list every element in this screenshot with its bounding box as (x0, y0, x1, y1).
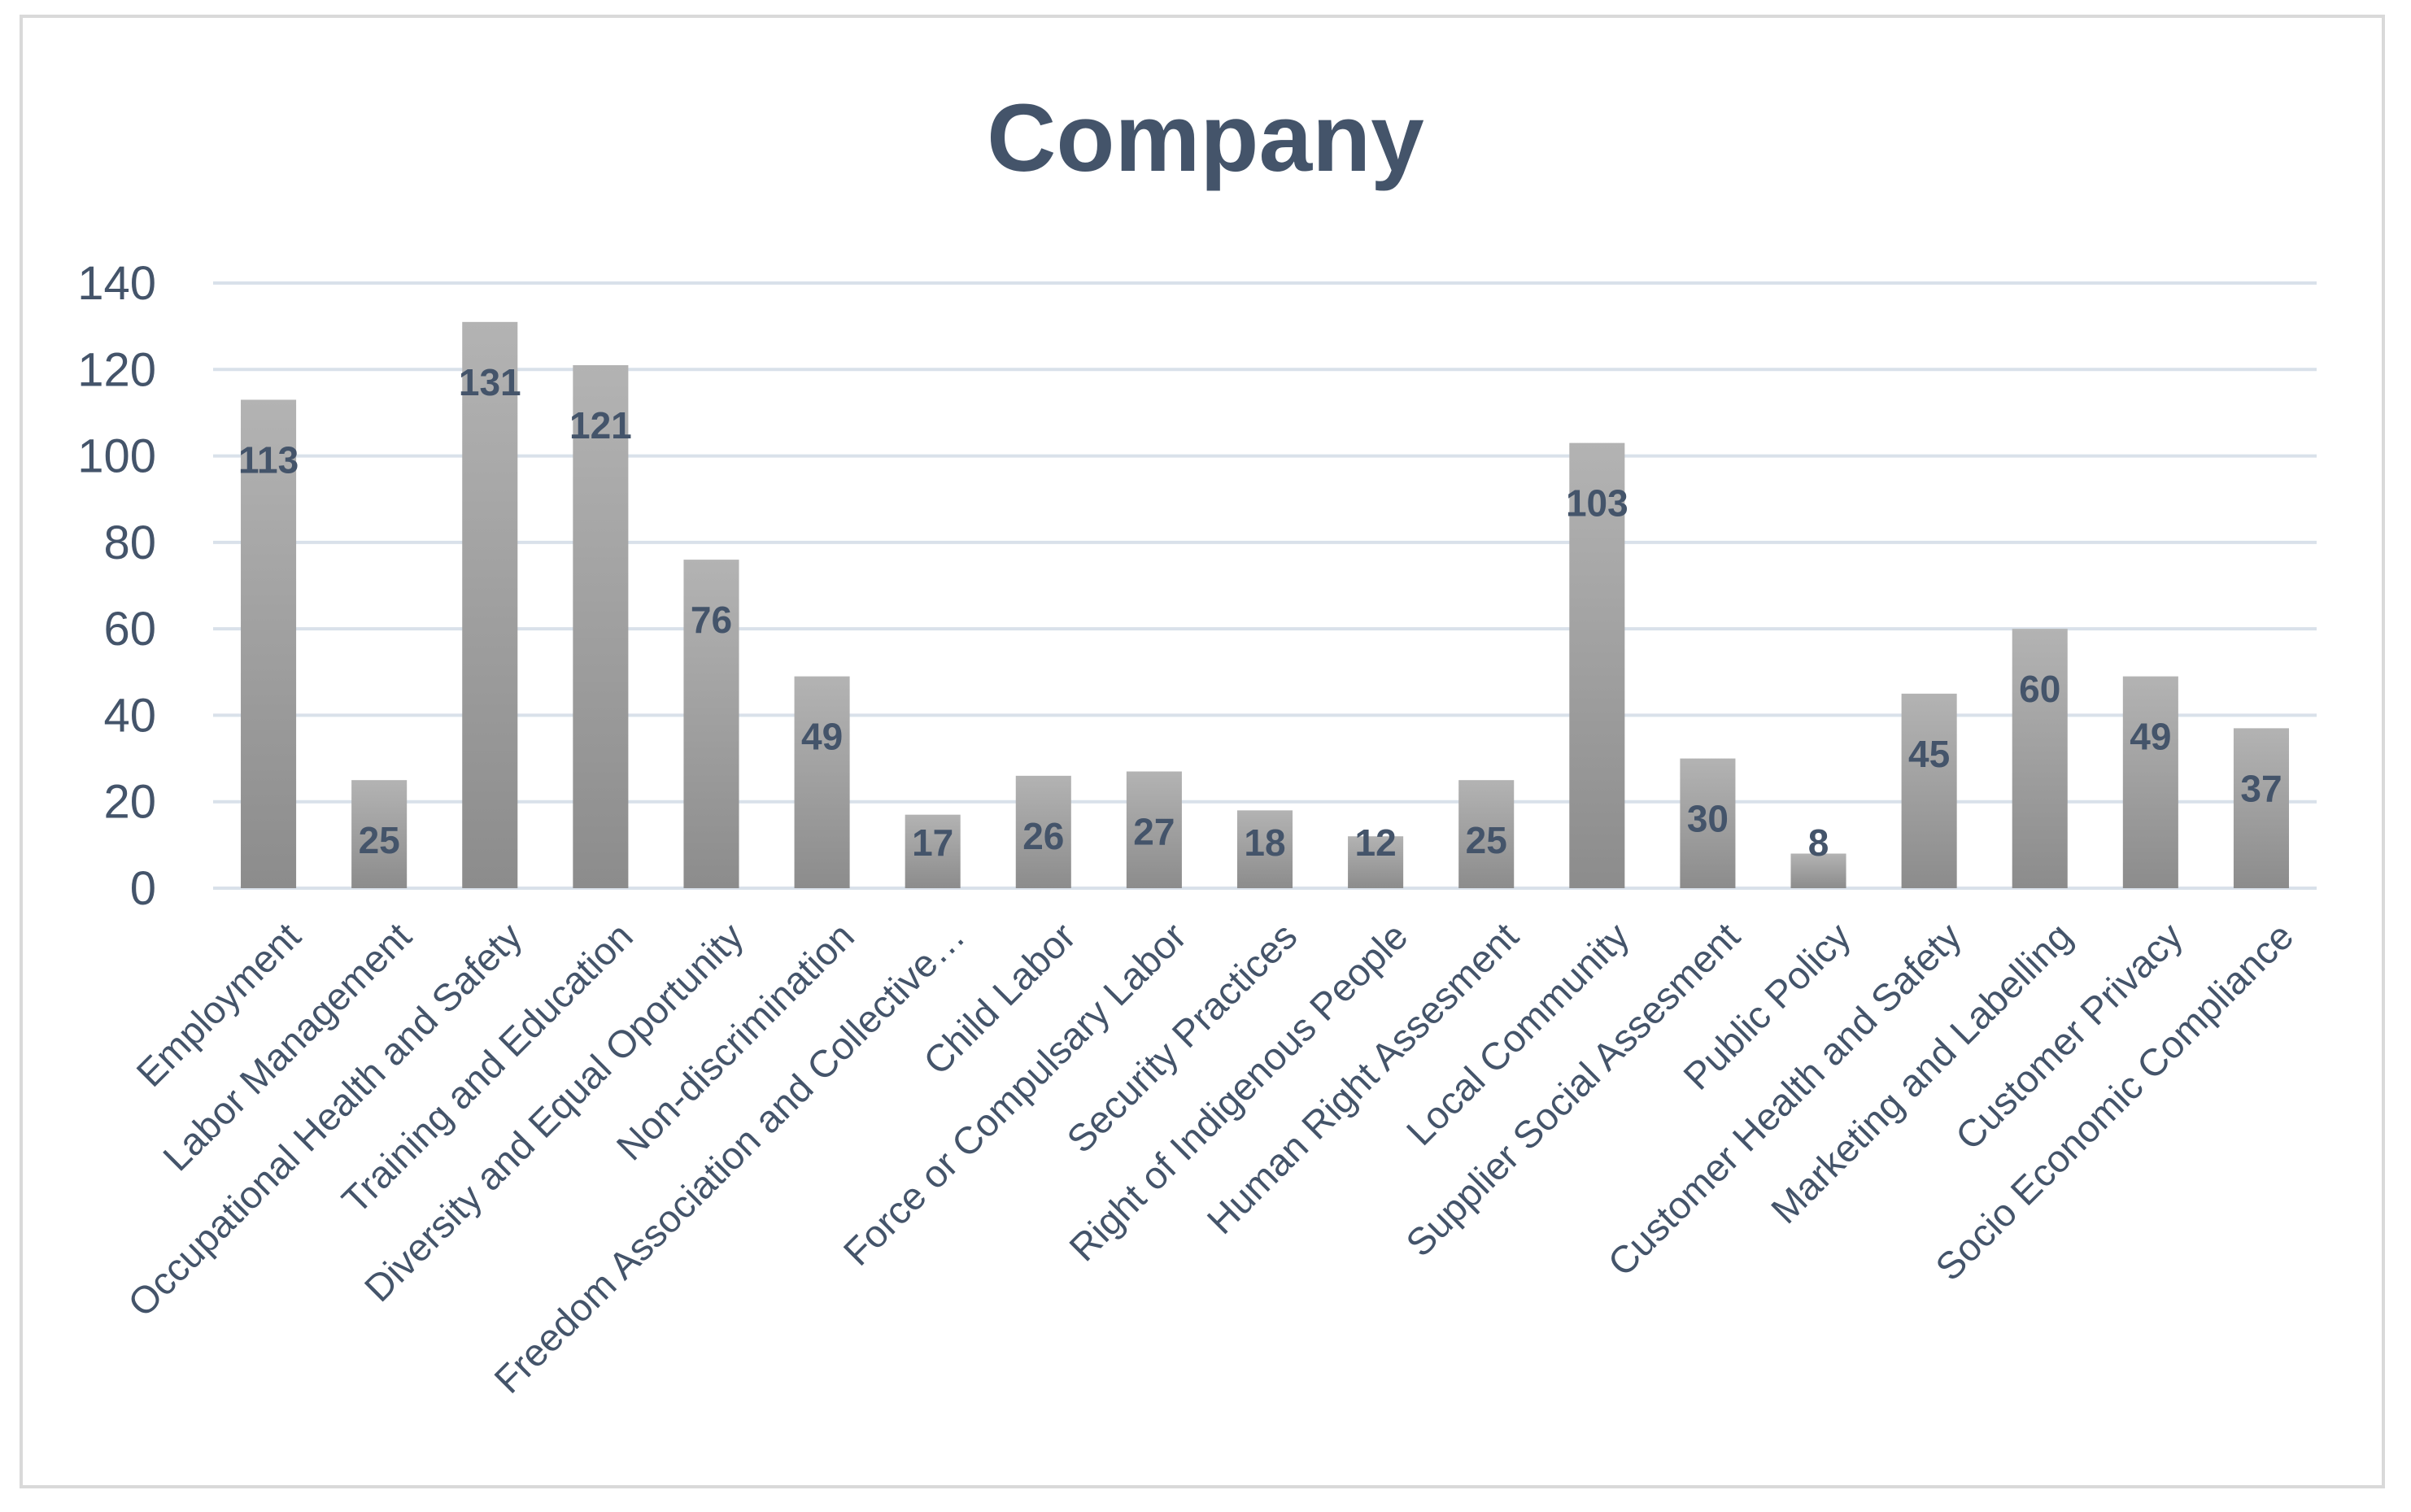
data-label: 103 (1566, 482, 1628, 525)
y-tick-label: 60 (103, 603, 156, 656)
bar (241, 399, 297, 888)
data-label: 121 (569, 404, 632, 447)
bar (2233, 728, 2289, 888)
bar (1348, 836, 1404, 888)
y-tick-label: 120 (77, 343, 156, 396)
data-label: 8 (1808, 821, 1829, 864)
data-label: 17 (912, 821, 953, 864)
y-axis-ticks: 0 20 40 60 80 100 120 140 (77, 257, 156, 915)
data-label: 25 (1466, 819, 1507, 861)
bar (1901, 693, 1957, 888)
bar (2012, 629, 2068, 888)
bar (1236, 810, 1293, 888)
data-label: 26 (1022, 815, 1064, 857)
data-label: 131 (459, 361, 521, 403)
data-label: 12 (1355, 821, 1397, 864)
chart-title: Company (987, 85, 1424, 192)
data-label: 76 (691, 599, 732, 641)
bars (241, 321, 2289, 888)
bar (794, 676, 850, 888)
bar (1015, 775, 1071, 888)
bar (1126, 771, 1182, 888)
bar (2122, 676, 2178, 888)
y-tick-label: 40 (103, 689, 156, 742)
bar (1680, 758, 1736, 888)
data-label: 49 (2130, 716, 2171, 758)
chart-frame (20, 15, 2385, 1488)
x-tick-label: Occupational Health and Safety (120, 914, 530, 1325)
gridlines (213, 281, 2317, 890)
y-tick-label: 80 (103, 516, 156, 569)
data-label: 27 (1133, 811, 1175, 853)
y-tick-label: 140 (77, 257, 156, 310)
y-tick-label: 100 (77, 430, 156, 483)
bar (462, 321, 518, 888)
data-label: 113 (238, 438, 299, 481)
data-label: 60 (2019, 668, 2060, 710)
bar (573, 364, 629, 888)
data-label: 18 (1244, 821, 1285, 864)
data-label: 25 (359, 819, 400, 861)
data-label: 37 (2240, 767, 2282, 809)
bar (1569, 442, 1625, 888)
data-label: 49 (801, 716, 843, 758)
data-label: 45 (1908, 733, 1950, 775)
bar (1790, 853, 1846, 888)
bar (1458, 780, 1515, 888)
bar (905, 814, 961, 888)
bar (351, 780, 408, 888)
y-tick-label: 0 (130, 862, 156, 915)
data-label: 30 (1687, 798, 1729, 840)
y-tick-label: 20 (103, 776, 156, 829)
bar (683, 560, 739, 888)
data-labels: 113 25 131 121 76 49 17 26 27 18 12 25 103 30 8 45 60 49 3… (238, 361, 2282, 864)
